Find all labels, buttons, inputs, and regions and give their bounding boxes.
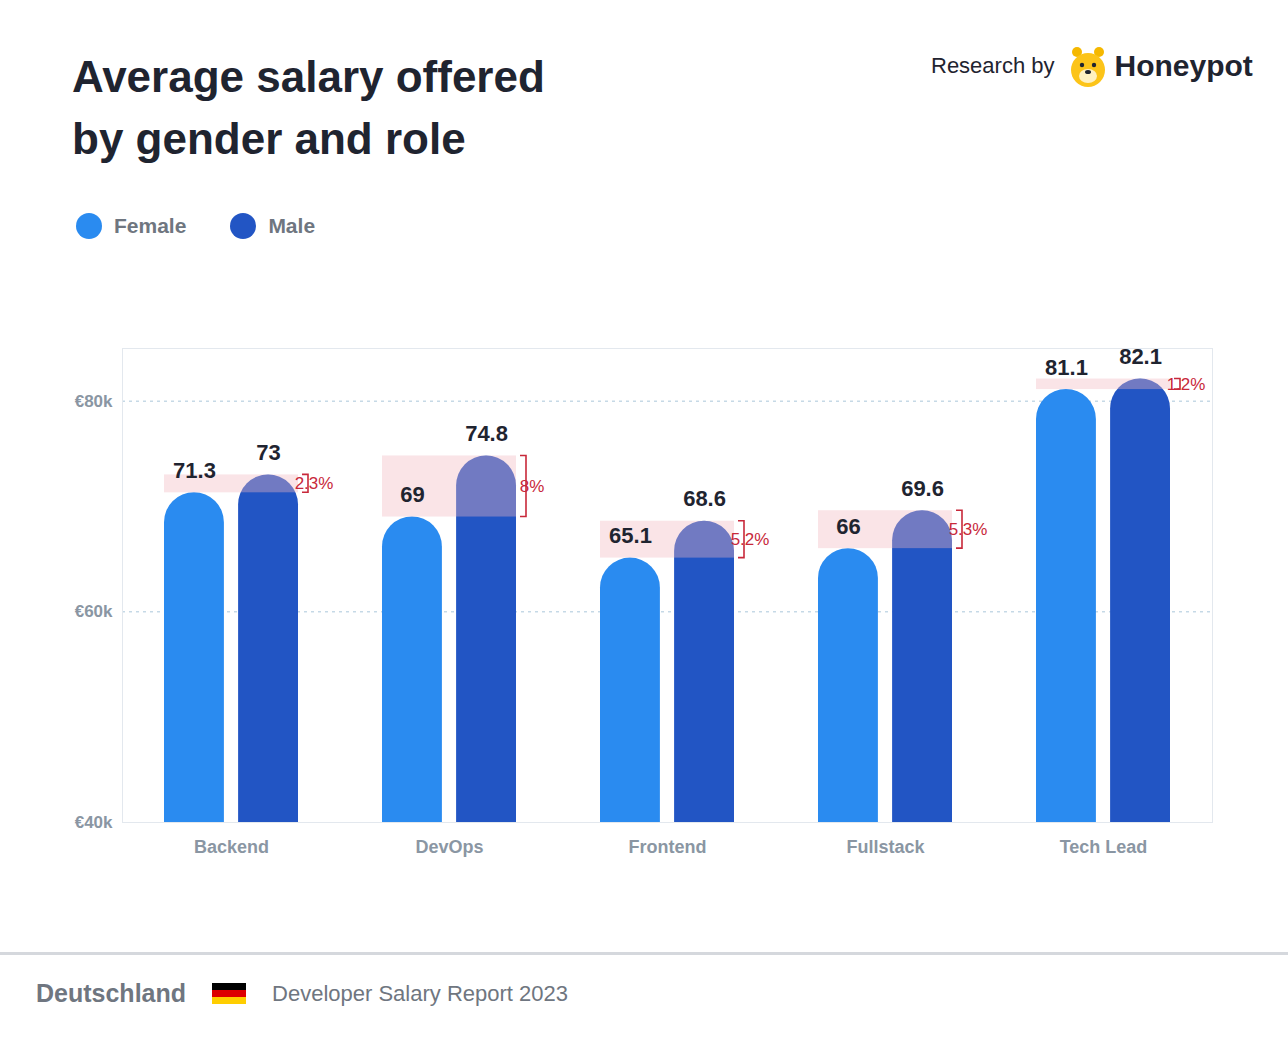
html-text:Deutschland: Deutschland	[36, 979, 186, 1007]
svg-text:5.3%: 5.3%	[949, 520, 988, 539]
svg-text:€60k: €60k	[75, 602, 113, 621]
svg-text:73: 73	[256, 440, 280, 465]
svg-text:69.6: 69.6	[901, 476, 944, 501]
html-text:Developer Salary Report 2023: Developer Salary Report 2023	[272, 980, 568, 1006]
svg-text:1.2%: 1.2%	[1167, 375, 1206, 394]
svg-text:65.1: 65.1	[609, 523, 652, 548]
svg-text:71.3: 71.3	[173, 458, 216, 483]
svg-text:74.8: 74.8	[465, 421, 508, 446]
svg-text:8%: 8%	[520, 477, 545, 496]
svg-text:68.6: 68.6	[683, 486, 726, 511]
svg-text:Tech Lead: Tech Lead	[1060, 837, 1148, 857]
svg-text:Backend: Backend	[194, 837, 269, 857]
html-text:Male: Male	[268, 214, 316, 237]
svg-text:2.3%: 2.3%	[295, 474, 334, 493]
html-text:Female: Female	[114, 214, 187, 237]
html-text:Honeypot: Honeypot	[1114, 49, 1253, 82]
html-text:Average salary offered by gend: Average salary offered by gender and rol…	[72, 52, 545, 163]
svg-text:DevOps: DevOps	[415, 837, 483, 857]
svg-text:69: 69	[400, 482, 424, 507]
svg-text:66: 66	[836, 514, 860, 539]
svg-text:81.1: 81.1	[1045, 355, 1088, 380]
svg-text:Frontend: Frontend	[629, 837, 707, 857]
svg-text:82.1: 82.1	[1119, 344, 1162, 369]
html-text:Research by: Research by	[931, 53, 1055, 78]
svg-text:€80k: €80k	[75, 392, 113, 411]
svg-text:€40k: €40k	[75, 813, 113, 832]
svg-text:Fullstack: Fullstack	[846, 837, 925, 857]
svg-text:5.2%: 5.2%	[731, 530, 770, 549]
